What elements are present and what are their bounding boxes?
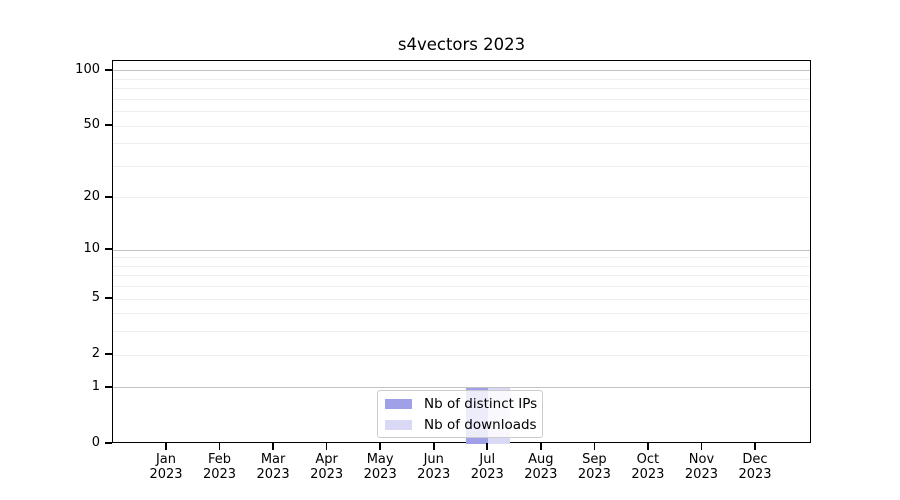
x-tick-label: Nov 2023 <box>669 452 733 482</box>
plot-area <box>112 60 811 444</box>
legend-swatch-downloads <box>385 419 412 430</box>
gridline-minor <box>113 265 810 267</box>
gridline-minor <box>113 286 810 288</box>
gridline-minor <box>113 88 810 90</box>
y-tick <box>105 196 112 198</box>
x-tick-month: Nov <box>688 452 715 467</box>
gridline-major <box>113 70 810 72</box>
legend-item-downloads: Nb of downloads <box>378 417 542 433</box>
y-tick-label: 100 <box>75 61 100 77</box>
gridline-minor <box>113 298 810 300</box>
x-tick-year: 2023 <box>470 467 504 482</box>
x-tick <box>647 443 649 450</box>
gridline-major <box>113 387 810 389</box>
x-tick-label: Aug 2023 <box>509 452 573 482</box>
legend-item-distinct-ips: Nb of distinct IPs <box>378 396 542 412</box>
y-tick <box>105 353 112 355</box>
x-tick-month: Jul <box>479 452 496 467</box>
x-tick <box>165 443 167 450</box>
y-tick <box>105 124 112 126</box>
x-tick <box>593 443 596 450</box>
x-tick-month: Feb <box>208 452 232 467</box>
y-tick <box>105 248 112 250</box>
x-tick-year: 2023 <box>310 467 344 482</box>
x-tick-month: Mar <box>260 452 286 467</box>
x-tick-label: May 2023 <box>348 452 412 482</box>
gridline-minor <box>113 165 810 167</box>
legend-label-distinct-ips: Nb of distinct IPs <box>424 395 538 412</box>
gridline-minor <box>113 197 810 199</box>
legend-label-downloads: Nb of downloads <box>424 416 537 433</box>
legend: Nb of distinct IPs Nb of downloads <box>377 390 543 438</box>
x-tick-year: 2023 <box>738 467 772 482</box>
gridline-minor <box>113 313 810 315</box>
x-tick-label: Jun 2023 <box>402 452 466 482</box>
x-tick-year: 2023 <box>631 467 665 482</box>
x-tick-month: Dec <box>742 452 768 467</box>
y-tick-label: 50 <box>83 117 100 133</box>
x-tick-label: Sep 2023 <box>562 452 626 482</box>
y-tick <box>105 68 112 71</box>
x-tick-month: May <box>366 452 394 467</box>
y-tick-label: 2 <box>91 346 100 362</box>
y-tick <box>105 386 112 388</box>
gridline-minor <box>113 78 810 80</box>
x-tick <box>700 443 703 450</box>
gridline-minor <box>113 354 810 356</box>
x-tick <box>325 443 328 450</box>
gridline-minor <box>113 275 810 277</box>
x-tick <box>432 443 435 450</box>
x-tick-year: 2023 <box>684 467 718 482</box>
x-tick-month: Apr <box>315 452 338 467</box>
x-tick-year: 2023 <box>149 467 183 482</box>
gridline-minor <box>113 331 810 333</box>
x-tick <box>272 443 274 450</box>
x-tick-month: Jan <box>155 452 177 467</box>
x-tick-label: Dec 2023 <box>723 452 787 482</box>
x-tick-year: 2023 <box>363 467 397 482</box>
x-tick-year: 2023 <box>202 467 237 482</box>
x-tick-label: Mar 2023 <box>241 452 305 482</box>
x-tick-month: Jun <box>423 452 444 467</box>
chart-title: s4vectors 2023 <box>397 35 526 54</box>
y-tick-label: 10 <box>83 241 100 257</box>
legend-swatch-distinct-ips <box>385 398 412 409</box>
x-tick-label: Jan 2023 <box>134 452 198 482</box>
x-tick-year: 2023 <box>256 467 290 482</box>
y-tick-label: 5 <box>91 290 100 306</box>
x-tick-month: Aug <box>528 452 554 467</box>
x-tick <box>754 443 756 450</box>
y-tick-label: 20 <box>83 188 100 204</box>
y-tick <box>105 297 112 299</box>
x-tick <box>486 443 489 450</box>
gridline-minor <box>113 111 810 113</box>
x-tick <box>540 443 542 450</box>
x-tick-year: 2023 <box>524 467 558 482</box>
x-tick-month: Sep <box>582 452 607 467</box>
x-tick-year: 2023 <box>417 467 451 482</box>
x-tick-label: Oct 2023 <box>616 452 680 482</box>
x-tick-label: Jul 2023 <box>455 452 519 482</box>
gridline-minor <box>113 125 810 127</box>
x-tick <box>379 443 381 450</box>
x-tick-label: Feb 2023 <box>188 452 252 482</box>
y-tick <box>105 442 112 444</box>
gridline-minor <box>113 257 810 259</box>
gridline-minor <box>113 98 810 100</box>
gridline-major <box>113 249 810 251</box>
x-tick <box>218 443 221 450</box>
y-tick-label: 0 <box>91 435 100 450</box>
x-tick-label: Apr 2023 <box>295 452 359 482</box>
x-tick-year: 2023 <box>577 467 611 482</box>
x-tick-month: Oct <box>636 452 660 467</box>
gridline-minor <box>113 143 810 145</box>
y-tick-label: 1 <box>91 378 100 394</box>
